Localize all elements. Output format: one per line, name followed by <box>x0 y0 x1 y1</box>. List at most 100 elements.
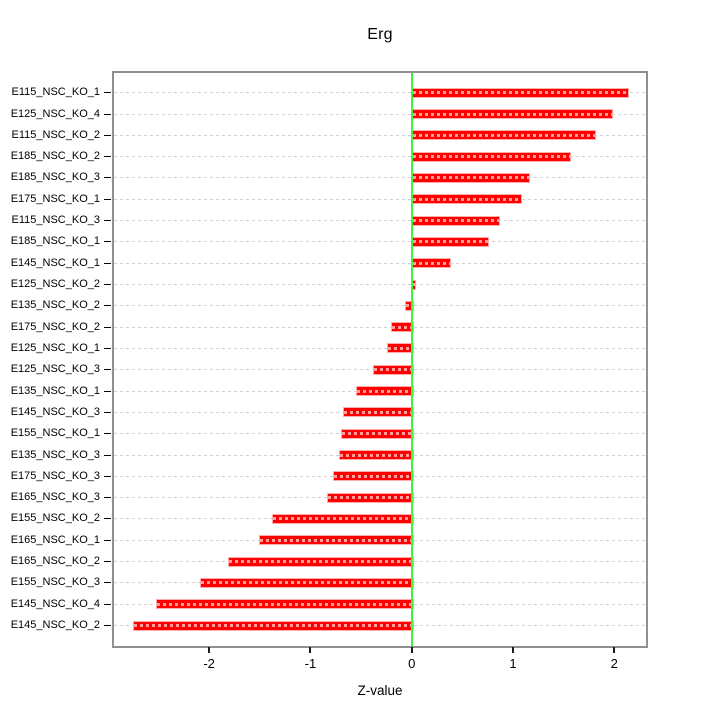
x-axis-label: Z-value <box>357 683 403 698</box>
y-tick <box>104 347 111 349</box>
bar-stripe <box>356 389 413 393</box>
y-axis-label: E125_NSC_KO_4 <box>10 107 100 120</box>
y-tick <box>104 177 111 179</box>
y-axis-label: E145_NSC_KO_2 <box>10 619 100 631</box>
bar <box>387 343 414 354</box>
bar <box>411 130 597 141</box>
y-axis-label: E115_NSC_KO_3 <box>11 214 100 227</box>
y-axis-label: E165_NSC_KO_3 <box>10 491 100 504</box>
bar <box>156 599 414 610</box>
bar <box>404 300 414 311</box>
y-axis-label: E135_NSC_KO_3 <box>10 448 100 461</box>
y-tick <box>104 411 111 413</box>
bar <box>411 215 500 226</box>
x-tick <box>512 647 514 653</box>
x-tick-label: 0 <box>408 656 416 671</box>
gridline <box>114 220 646 222</box>
bar <box>411 151 571 162</box>
y-axis-label: E115_NSC_KO_2 <box>11 128 100 141</box>
bar <box>411 109 614 119</box>
bar-stripe <box>412 283 415 286</box>
x-tick-label: -2 <box>203 656 215 671</box>
gridline <box>114 134 646 136</box>
bar-stripe <box>339 453 413 457</box>
bar-stripe <box>327 496 413 500</box>
bar <box>326 492 414 503</box>
y-axis-label: E135_NSC_KO_1 <box>10 384 100 397</box>
x-tick-label: -1 <box>304 656 317 671</box>
y-tick <box>104 390 111 392</box>
y-axis-label: E165_NSC_KO_1 <box>10 533 100 546</box>
zero-reference-line <box>410 73 413 646</box>
bar-stripe <box>412 197 522 201</box>
y-tick <box>104 603 111 605</box>
y-axis-label: E135_NSC_KO_2 <box>10 299 100 312</box>
bar-stripe <box>412 91 629 95</box>
bar <box>355 386 414 397</box>
y-axis-label: E175_NSC_KO_3 <box>10 469 100 482</box>
y-axis-label: E175_NSC_KO_1 <box>10 192 100 205</box>
gridline <box>114 92 646 94</box>
y-axis-label: E185_NSC_KO_2 <box>10 150 100 163</box>
x-tick <box>410 647 413 653</box>
y-tick <box>104 156 111 158</box>
gridline <box>114 198 646 200</box>
y-tick <box>104 284 111 285</box>
x-tick <box>309 647 312 653</box>
bar-stripe <box>200 581 413 585</box>
x-tick-label: 2 <box>610 656 618 671</box>
bar-stripe <box>272 517 413 521</box>
y-axis-label: E125_NSC_KO_3 <box>10 363 100 376</box>
y-axis-label: E115_NSC_KO_1 <box>11 86 100 99</box>
bar-stripe <box>392 325 413 329</box>
bar <box>271 513 414 524</box>
y-axis-label: E125_NSC_KO_2 <box>10 278 100 290</box>
gridline <box>114 326 646 328</box>
y-axis-label: E185_NSC_KO_1 <box>10 235 100 248</box>
bar-stripe <box>412 133 596 137</box>
y-tick <box>104 326 111 328</box>
y-axis-label: E145_NSC_KO_4 <box>10 597 100 610</box>
y-tick <box>104 262 111 264</box>
y-tick <box>104 134 111 136</box>
bar <box>411 87 630 98</box>
bar <box>411 236 489 247</box>
bar <box>342 407 414 418</box>
gridline <box>114 305 646 307</box>
x-tick <box>613 647 616 653</box>
y-axis-label: E155_NSC_KO_2 <box>10 512 100 525</box>
y-tick <box>104 305 111 307</box>
bar-stripe <box>412 261 451 265</box>
bar-stripe <box>412 176 530 180</box>
bar-stripe <box>157 602 413 606</box>
bar <box>411 172 531 183</box>
y-tick <box>104 113 111 115</box>
bar-stripe <box>405 304 413 308</box>
bar-stripe <box>412 155 570 159</box>
bar <box>133 620 414 631</box>
bar-stripe <box>412 240 488 244</box>
y-axis-label: E155_NSC_KO_3 <box>10 576 100 589</box>
y-tick <box>104 518 111 520</box>
y-tick <box>104 92 111 94</box>
bar <box>332 471 414 482</box>
bar <box>391 322 414 333</box>
y-tick <box>104 539 111 541</box>
y-tick <box>104 625 111 626</box>
gridline <box>114 156 646 158</box>
bar-stripe <box>412 219 499 223</box>
y-tick <box>104 369 111 371</box>
x-tick <box>208 647 211 653</box>
gridline <box>114 284 646 285</box>
bar <box>373 364 414 375</box>
y-axis-label: E125_NSC_KO_1 <box>10 341 100 354</box>
gridline <box>114 177 646 179</box>
y-axis-label: E155_NSC_KO_1 <box>10 427 100 440</box>
y-tick <box>104 220 111 222</box>
bar-stripe <box>412 112 613 116</box>
gridline <box>114 113 646 115</box>
y-axis-label: E145_NSC_KO_1 <box>10 256 100 269</box>
gridline <box>114 241 646 243</box>
bar-stripe <box>388 346 413 350</box>
